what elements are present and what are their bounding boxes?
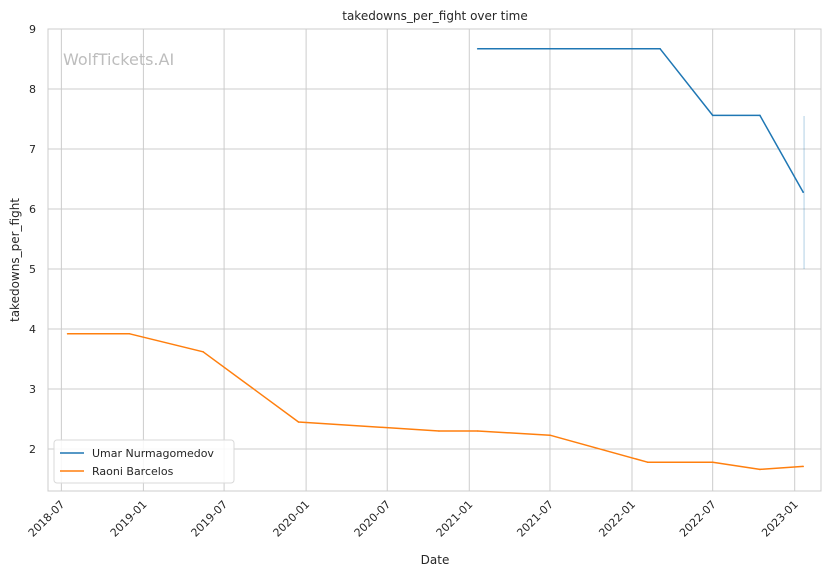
series-layer — [66, 48, 805, 471]
data-point — [711, 114, 714, 117]
data-point — [802, 465, 804, 468]
x-tick-label: 2019-07 — [189, 498, 231, 540]
y-tick-labels: 2 3 4 5 6 7 8 9 — [29, 23, 36, 456]
y-axis-label: takedowns_per_fight — [8, 198, 22, 322]
legend: Umar Nurmagomedov Raoni Barcelos — [53, 439, 235, 484]
data-point — [66, 333, 69, 335]
data-point — [476, 48, 479, 50]
y-tick-label: 6 — [29, 203, 36, 216]
x-tick-label: 2020-01 — [271, 498, 313, 540]
data-point — [802, 191, 804, 193]
y-tick-label: 4 — [29, 323, 36, 336]
x-tick-label: 2019-01 — [108, 498, 150, 540]
x-tick-label: 2021-07 — [514, 498, 556, 540]
chart-title: takedowns_per_fight over time — [342, 9, 528, 23]
data-point — [202, 351, 204, 353]
data-point — [438, 430, 440, 432]
y-tick-label: 5 — [29, 263, 36, 276]
y-tick-label: 2 — [29, 443, 36, 456]
plot-frame — [47, 28, 822, 492]
legend-label-umar: Umar Nurmagomedov — [92, 447, 214, 460]
data-point — [297, 421, 300, 423]
data-point — [128, 333, 131, 335]
legend-box — [53, 439, 235, 484]
x-tick-labels: 2018-07 2019-01 2019-07 2020-01 2020-07 2021-… — [26, 498, 801, 540]
x-tick-label: 2023-01 — [759, 498, 801, 540]
y-tick-label: 8 — [29, 83, 36, 96]
data-point — [759, 468, 761, 471]
data-point — [711, 461, 714, 464]
data-point — [759, 114, 761, 117]
y-tick-label: 7 — [29, 143, 36, 156]
y-tick-label: 3 — [29, 383, 36, 396]
x-axis-label: Date — [421, 553, 450, 567]
grid — [48, 28, 821, 491]
x-tick-label: 2020-07 — [352, 498, 394, 540]
x-tick-label: 2018-07 — [26, 498, 68, 540]
x-tick-label: 2021-01 — [434, 498, 476, 540]
legend-label-raoni: Raoni Barcelos — [92, 465, 174, 478]
y-tick-label: 9 — [29, 23, 36, 36]
x-tick-label: 2022-01 — [596, 498, 638, 540]
x-tick-label: 2022-07 — [677, 498, 719, 540]
data-point — [476, 430, 479, 432]
data-point — [659, 48, 661, 50]
data-point — [646, 461, 649, 464]
watermark: WolfTickets.AI — [63, 50, 174, 69]
data-point — [549, 434, 551, 437]
plot-background — [48, 29, 821, 491]
